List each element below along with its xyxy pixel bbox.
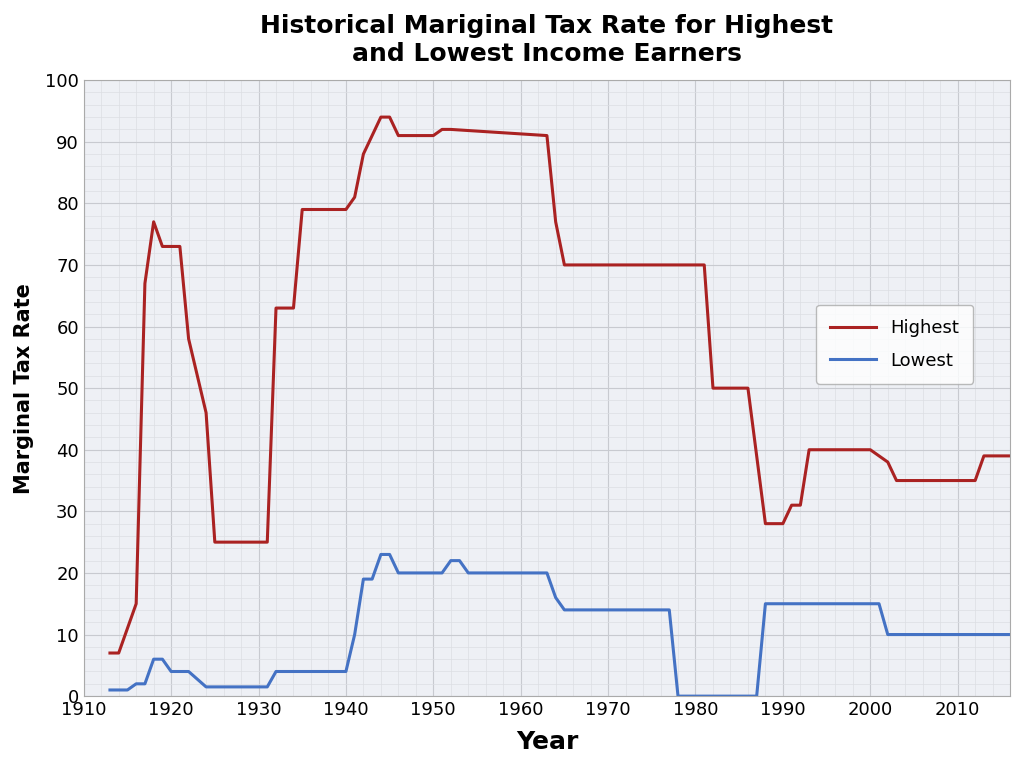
Line: Highest: Highest: [110, 117, 1010, 653]
Lowest: [209, 682, 221, 691]
X-axis label: Year: Year: [516, 730, 579, 754]
Highest: [541, 131, 553, 141]
Lowest: [182, 667, 195, 676]
Lowest: [348, 630, 360, 639]
Highest: [103, 648, 116, 657]
Lowest: [864, 599, 877, 608]
Lowest: [558, 605, 570, 614]
Lowest: [147, 654, 160, 664]
Highest: [698, 260, 711, 270]
Highest: [392, 131, 404, 141]
Highest: [741, 383, 754, 392]
Lowest: [872, 599, 885, 608]
Lowest: [462, 568, 474, 578]
Lowest: [1004, 630, 1016, 639]
Highest: [795, 501, 807, 510]
Highest: [785, 501, 798, 510]
Highest: [348, 193, 360, 202]
Highest: [288, 303, 300, 313]
Highest: [864, 445, 877, 455]
Highest: [707, 383, 719, 392]
Highest: [375, 112, 387, 121]
Highest: [305, 205, 317, 214]
Highest: [558, 260, 570, 270]
Lowest: [121, 685, 133, 694]
Highest: [759, 519, 771, 528]
Title: Historical Mariginal Tax Rate for Highest
and Lowest Income Earners: Historical Mariginal Tax Rate for Highes…: [260, 14, 834, 66]
Highest: [279, 303, 291, 313]
Highest: [803, 445, 815, 455]
Highest: [444, 125, 457, 134]
Highest: [147, 217, 160, 227]
Highest: [978, 452, 990, 461]
Lowest: [427, 568, 439, 578]
Lowest: [672, 691, 684, 700]
Lowest: [978, 630, 990, 639]
Highest: [872, 452, 885, 461]
Highest: [209, 538, 221, 547]
Lowest: [103, 685, 116, 694]
Highest: [357, 150, 370, 159]
Lowest: [444, 556, 457, 565]
Lowest: [357, 574, 370, 584]
Highest: [890, 476, 902, 485]
Lowest: [969, 630, 981, 639]
Lowest: [261, 682, 273, 691]
Highest: [174, 242, 186, 251]
Y-axis label: Marginal Tax Rate: Marginal Tax Rate: [14, 283, 34, 494]
Lowest: [305, 667, 317, 676]
Highest: [130, 599, 142, 608]
Lowest: [383, 550, 395, 559]
Lowest: [270, 667, 283, 676]
Lowest: [751, 691, 763, 700]
Lowest: [279, 667, 291, 676]
Line: Lowest: Lowest: [110, 554, 1010, 696]
Highest: [113, 648, 125, 657]
Highest: [1004, 452, 1016, 461]
Lowest: [454, 556, 466, 565]
Highest: [550, 217, 562, 227]
Highest: [383, 112, 395, 121]
Lowest: [392, 568, 404, 578]
Lowest: [436, 568, 449, 578]
Lowest: [882, 630, 894, 639]
Lowest: [375, 550, 387, 559]
Highest: [969, 476, 981, 485]
Highest: [139, 279, 152, 288]
Highest: [157, 242, 169, 251]
Legend: Highest, Lowest: Highest, Lowest: [816, 305, 973, 384]
Highest: [182, 334, 195, 343]
Lowest: [890, 630, 902, 639]
Lowest: [550, 593, 562, 602]
Lowest: [664, 605, 676, 614]
Highest: [270, 303, 283, 313]
Lowest: [654, 605, 667, 614]
Highest: [340, 205, 352, 214]
Highest: [882, 458, 894, 467]
Lowest: [681, 691, 693, 700]
Lowest: [157, 654, 169, 664]
Lowest: [541, 568, 553, 578]
Highest: [751, 452, 763, 461]
Highest: [401, 131, 414, 141]
Lowest: [759, 599, 771, 608]
Lowest: [366, 574, 378, 584]
Highest: [165, 242, 177, 251]
Highest: [777, 519, 790, 528]
Lowest: [130, 679, 142, 688]
Lowest: [200, 682, 212, 691]
Highest: [261, 538, 273, 547]
Lowest: [340, 667, 352, 676]
Lowest: [165, 667, 177, 676]
Highest: [427, 131, 439, 141]
Highest: [200, 408, 212, 417]
Highest: [436, 125, 449, 134]
Lowest: [174, 667, 186, 676]
Lowest: [139, 679, 152, 688]
Highest: [296, 205, 308, 214]
Lowest: [401, 568, 414, 578]
